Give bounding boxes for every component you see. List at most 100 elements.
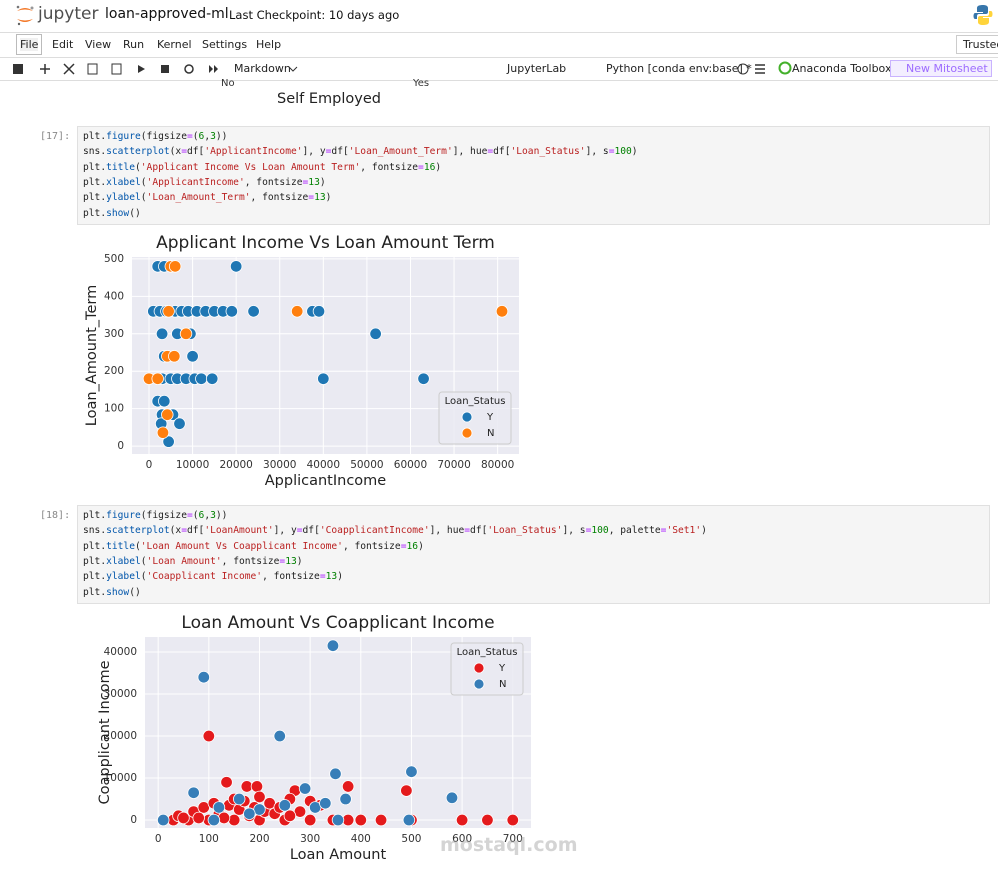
- code-token: , fontsize: [342, 540, 401, 552]
- scatter-point: [417, 372, 430, 385]
- code-token: 'Loan_Amount_Term': [146, 192, 251, 204]
- scatter-point: [319, 797, 332, 810]
- code-line: plt.ylabel('Loan_Amount_Term', fontsize=…: [83, 192, 331, 203]
- scatter-point: [212, 801, 226, 814]
- scatter-point: [329, 767, 342, 781]
- cut-icon[interactable]: [63, 63, 75, 75]
- x-tick-label: 40000: [307, 459, 340, 471]
- code-token: 16: [406, 540, 419, 552]
- y-tick-label: 30000: [104, 688, 137, 700]
- scatter-point: [374, 813, 388, 827]
- code-token: ], s: [585, 146, 609, 158]
- chart-title: Applicant Income Vs Loan Amount Term: [156, 233, 495, 253]
- y-axis-label: Coapplicant Income: [97, 660, 113, 804]
- code-line: plt.show(): [83, 208, 141, 219]
- cell-prompt: [18]:: [40, 510, 71, 521]
- code-token: plt.: [83, 161, 107, 173]
- scatter-point: [278, 799, 292, 812]
- x-tick-label: 500: [401, 833, 421, 845]
- stop-icon[interactable]: [161, 65, 169, 73]
- code-token: , fontsize: [221, 555, 280, 567]
- y-tick-label: 400: [104, 290, 124, 302]
- code-token: =: [302, 176, 309, 188]
- mitosheet-button[interactable]: New Mitosheet: [890, 60, 992, 77]
- code-line: plt.xlabel('ApplicantIncome', fontsize=1…: [83, 177, 326, 188]
- legend-label: Y: [498, 663, 506, 674]
- scatter-point: [205, 372, 219, 385]
- code-token: scatterplot: [106, 525, 170, 537]
- code-token: sns.: [83, 146, 107, 158]
- code-token: ylabel: [106, 571, 141, 583]
- code-token: =: [418, 161, 424, 173]
- x-tick-label: 0: [146, 459, 153, 471]
- code-token: ], hue: [452, 146, 488, 158]
- code-line: sns.scatterplot(x=df['LoanAmount'], y=df…: [83, 525, 707, 536]
- code-token: show: [106, 207, 130, 219]
- x-axis-label: ApplicantIncome: [265, 473, 387, 489]
- save-icon[interactable]: [13, 64, 23, 74]
- restart-icon[interactable]: [184, 64, 194, 74]
- menu-item[interactable]: Settings: [202, 38, 248, 51]
- menu-item[interactable]: Edit: [52, 38, 74, 51]
- code-token: (: [192, 131, 199, 142]
- code-token: ], y: [273, 525, 297, 537]
- jupyterlab-link[interactable]: JupyterLab: [507, 62, 567, 75]
- x-tick-label: 200: [249, 833, 269, 845]
- scatter-point: [369, 327, 382, 340]
- trusted-badge[interactable]: Trusted: [956, 35, 998, 54]
- x-tick-label: 400: [351, 833, 371, 845]
- scatter-point: [326, 639, 340, 652]
- anaconda-icon: [778, 61, 792, 75]
- cell-type-dropdown[interactable]: Markdown: [234, 62, 291, 75]
- toolbar-icons[interactable]: [0, 57, 230, 81]
- scatter-point: [233, 792, 246, 806]
- menu-item[interactable]: Help: [256, 38, 282, 51]
- scatter-point: [195, 372, 208, 385]
- code-cell[interactable]: plt.figure(figsize=(6,3)) sns.scatterplot…: [77, 505, 990, 604]
- menu-item[interactable]: Kernel: [157, 38, 192, 51]
- code-token: (x: [169, 146, 182, 158]
- code-token: =: [608, 146, 615, 158]
- scatter-point: [158, 394, 171, 408]
- scatter-point: [250, 780, 264, 793]
- fast-forward-icon[interactable]: [209, 65, 218, 73]
- y-axis-label: Loan_Amount_Term: [84, 285, 100, 426]
- scatter-point: [162, 435, 175, 448]
- legend-marker: [473, 678, 485, 690]
- code-token: title: [106, 161, 135, 173]
- legend-label: N: [487, 428, 494, 439]
- code-token: 'Applicant Income Vs Loan Amount Term': [140, 161, 361, 173]
- code-token: (figsize: [140, 510, 187, 521]
- code-token: =: [181, 146, 187, 158]
- kernel-name[interactable]: Python [conda env:base] *: [606, 62, 752, 75]
- menu-item[interactable]: File: [15, 34, 43, 55]
- anaconda-toolbox[interactable]: Anaconda Toolbox: [792, 62, 892, 75]
- code-token: (): [129, 207, 141, 219]
- legend-title: Loan_Status: [457, 647, 518, 658]
- code-cell[interactable]: plt.figure(figsize=(6,3)) sns.scatterplot…: [77, 126, 990, 225]
- scatter-point: [197, 670, 210, 684]
- copy-icon[interactable]: [87, 63, 98, 75]
- code-token: =: [400, 540, 407, 552]
- scatter-point: [341, 780, 355, 793]
- menu-item[interactable]: Run: [123, 38, 145, 51]
- chart-title: Loan Amount Vs Coapplicant Income: [181, 613, 494, 633]
- scatter-point: [317, 372, 330, 385]
- scatter-point: [339, 792, 352, 806]
- x-tick-label: 70000: [437, 459, 470, 471]
- menu-item[interactable]: View: [85, 38, 112, 51]
- code-token: )): [215, 131, 228, 142]
- scatter-point: [495, 305, 509, 318]
- code-token: plt.: [83, 540, 107, 552]
- code-token: 'Loan Amount': [146, 555, 222, 567]
- add-icon[interactable]: [40, 64, 50, 74]
- paste-icon[interactable]: [111, 63, 122, 75]
- code-token: 100: [614, 146, 632, 158]
- code-line: plt.ylabel('Coapplicant Income', fontsiz…: [83, 571, 343, 582]
- notebook-name[interactable]: loan-approved-ml: [105, 6, 229, 22]
- code-token: 'Loan_Status': [510, 146, 586, 158]
- run-icon[interactable]: [138, 65, 145, 73]
- dropdown-arrow: [288, 66, 298, 72]
- code-token: , fontsize: [244, 176, 303, 188]
- y-tick-label: 40000: [104, 646, 137, 658]
